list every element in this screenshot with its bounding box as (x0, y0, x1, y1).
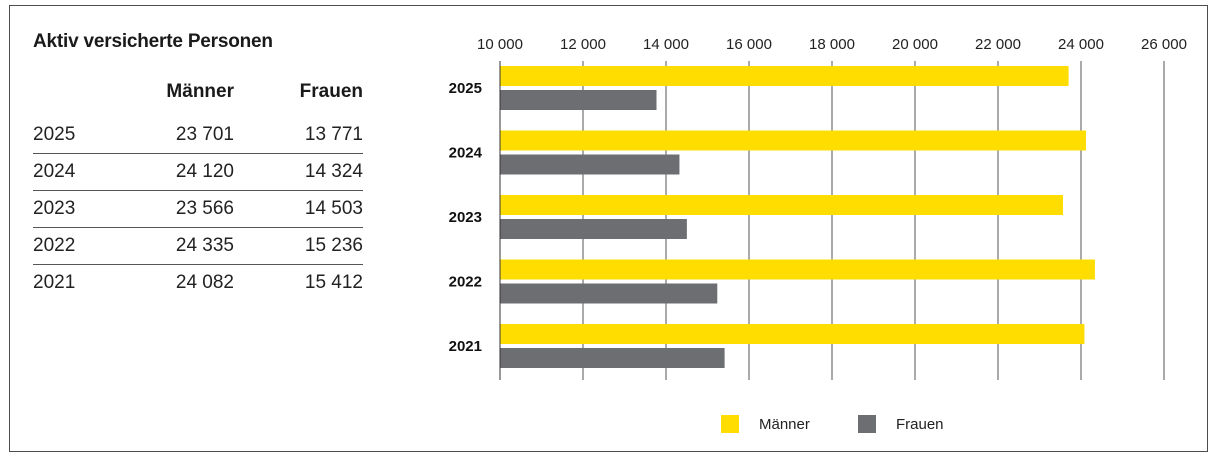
x-tick-label: 18 000 (809, 36, 855, 53)
row-women-value: 14 324 (304, 161, 363, 182)
row-year: 2025 (33, 124, 76, 145)
bar-men (500, 259, 1095, 280)
table-row: 2021 24 082 15 412 (33, 265, 363, 302)
table-row: 2023 23 566 14 503 (33, 191, 363, 228)
row-divider (33, 227, 363, 228)
row-women-value: 13 771 (304, 124, 363, 145)
bar-women (500, 348, 725, 368)
legend-label-women: Frauen (896, 416, 944, 433)
x-tick-label: 10 000 (477, 36, 523, 53)
table-row: 2025 23 701 13 771 (33, 117, 363, 154)
y-category-label: 2022 (449, 274, 482, 291)
row-men-value: 24 120 (175, 161, 234, 182)
x-tick-label: 16 000 (726, 36, 772, 53)
row-men-value: 23 566 (175, 198, 234, 219)
legend-swatch-men (721, 415, 739, 433)
chart-title: Aktiv versicherte Personen (33, 31, 273, 52)
x-tick-label: 26 000 (1141, 36, 1187, 53)
row-year: 2023 (33, 198, 76, 219)
bar-women (500, 219, 687, 239)
y-category-label: 2025 (449, 80, 482, 97)
row-men-value: 24 082 (175, 272, 234, 293)
row-women-value: 15 412 (304, 272, 363, 293)
row-men-value: 24 335 (175, 235, 234, 256)
bar-men (500, 195, 1063, 215)
row-divider (33, 153, 363, 154)
legend-swatch-women (858, 415, 876, 433)
row-year: 2021 (33, 272, 76, 293)
bar-women (500, 154, 680, 175)
x-tick-label: 12 000 (560, 36, 606, 53)
row-women-value: 15 236 (304, 235, 363, 256)
x-tick-label: 14 000 (643, 36, 689, 53)
row-women-value: 14 503 (304, 198, 363, 219)
table-header-men: Männer (166, 81, 234, 102)
bar-women (500, 90, 657, 110)
bar-women (500, 283, 718, 304)
x-tick-label: 20 000 (892, 36, 938, 53)
bar-men (500, 130, 1086, 151)
row-year: 2022 (33, 235, 76, 256)
table-row: 2024 24 120 14 324 (33, 154, 363, 191)
table-row: 2022 24 335 15 236 (33, 228, 363, 265)
x-tick-label: 24 000 (1058, 36, 1104, 53)
y-category-label: 2023 (449, 209, 482, 226)
row-divider (33, 190, 363, 191)
y-category-label: 2021 (449, 338, 482, 355)
row-year: 2024 (33, 161, 76, 182)
bar-men (500, 66, 1069, 86)
x-tick-label: 22 000 (975, 36, 1021, 53)
y-category-label: 2024 (449, 145, 483, 162)
row-divider (33, 264, 363, 265)
bar-men (500, 324, 1085, 344)
legend-label-men: Männer (759, 416, 810, 433)
table-header-women: Frauen (299, 81, 363, 102)
row-men-value: 23 701 (175, 124, 234, 145)
